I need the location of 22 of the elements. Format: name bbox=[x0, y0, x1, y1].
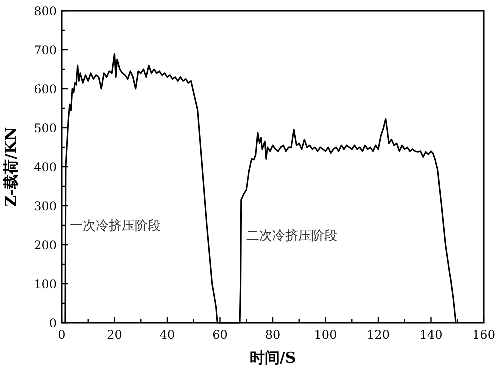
y-tick-label: 700 bbox=[34, 44, 57, 58]
y-tick-label: 0 bbox=[49, 316, 57, 330]
x-axis-title: 时间/S bbox=[250, 349, 296, 367]
x-tick-label: 80 bbox=[265, 328, 281, 342]
annotation: 一次冷挤压阶段 bbox=[70, 219, 161, 234]
x-tick-label: 140 bbox=[420, 328, 443, 342]
y-tick-label: 100 bbox=[34, 278, 57, 292]
x-tick-label: 120 bbox=[367, 328, 390, 342]
x-tick-label: 0 bbox=[58, 328, 66, 342]
y-tick-label: 600 bbox=[34, 82, 57, 96]
y-tick-label: 800 bbox=[34, 4, 57, 18]
x-tick-label: 100 bbox=[314, 328, 338, 342]
x-tick-label: 60 bbox=[212, 328, 228, 342]
y-tick-label: 200 bbox=[34, 238, 57, 252]
x-tick-label: 20 bbox=[107, 328, 122, 342]
x-tick-label: 160 bbox=[472, 328, 496, 342]
y-tick-label: 300 bbox=[34, 200, 57, 214]
y-tick-label: 500 bbox=[34, 122, 57, 136]
y-axis-title: Z-载荷/KN bbox=[2, 127, 20, 207]
y-tick-label: 400 bbox=[34, 160, 57, 174]
annotation: 二次冷挤压阶段 bbox=[246, 228, 338, 244]
x-tick-label: 40 bbox=[160, 328, 176, 342]
